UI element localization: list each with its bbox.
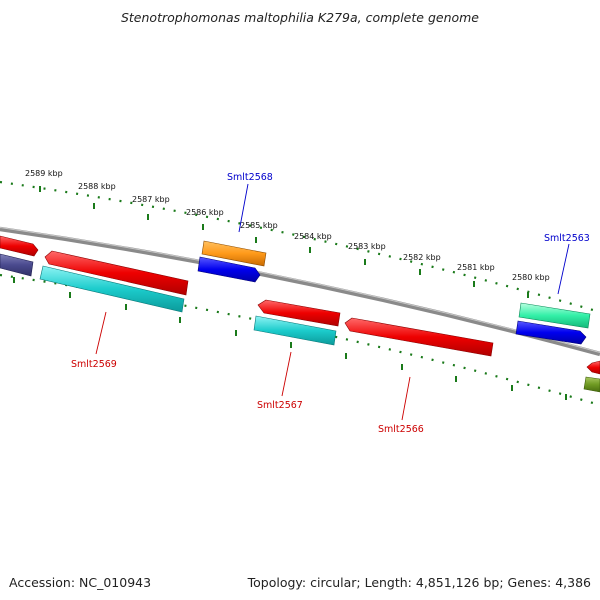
reverse-gene[interactable] xyxy=(515,320,587,345)
gene-label[interactable]: Smlt2566 xyxy=(378,424,424,435)
label-leader xyxy=(281,351,292,397)
label-leader xyxy=(401,376,411,421)
tick-label: 2582 kbp xyxy=(403,253,441,262)
gene-label[interactable]: Smlt2569 xyxy=(71,359,117,370)
tick-label: 2588 kbp xyxy=(78,182,116,191)
inner-major-ticks xyxy=(13,277,567,400)
tick-label: 2586 kbp xyxy=(186,208,224,217)
outer-tick-ring xyxy=(0,180,600,314)
forward-gene-smlt2566[interactable] xyxy=(344,317,494,357)
gene-label[interactable]: Smlt2568 xyxy=(227,172,273,183)
reverse-gene[interactable] xyxy=(583,376,600,393)
label-leader xyxy=(238,183,249,233)
gene-label[interactable]: Smlt2563 xyxy=(544,233,590,244)
tick-label: 2584 kbp xyxy=(294,232,332,241)
forward-gene[interactable] xyxy=(586,360,600,375)
outer-major-ticks xyxy=(39,186,529,298)
inner-tick-ring xyxy=(0,273,600,407)
topology-text: Topology: circular; Length: 4,851,126 bp… xyxy=(247,575,591,590)
genome-backbone xyxy=(0,226,600,357)
forward-gene-smlt2563[interactable] xyxy=(518,302,591,329)
reverse-gene[interactable] xyxy=(253,315,337,346)
tick-label: 2585 kbp xyxy=(240,221,278,230)
gene-label[interactable]: Smlt2567 xyxy=(257,400,303,411)
tick-label: 2580 kbp xyxy=(512,273,550,282)
forward-gene[interactable] xyxy=(44,250,189,296)
tick-label: 2583 kbp xyxy=(348,242,386,251)
tick-label: 2589 kbp xyxy=(25,169,63,178)
label-leader xyxy=(557,243,570,295)
tick-label: 2581 kbp xyxy=(457,263,495,272)
reverse-gene[interactable] xyxy=(197,256,261,283)
label-leader xyxy=(95,311,107,355)
reverse-gene[interactable] xyxy=(0,253,34,277)
forward-gene-smlt2567[interactable] xyxy=(257,299,341,327)
accession-text: Accession: NC_010943 xyxy=(9,575,152,590)
reverse-gene-smlt2569[interactable] xyxy=(39,265,185,313)
forward-gene[interactable] xyxy=(0,235,39,257)
map-title: Stenotrophomonas maltophilia K279a, comp… xyxy=(120,10,480,25)
forward-gene-smlt2568[interactable] xyxy=(201,240,267,267)
tick-label: 2587 kbp xyxy=(132,195,170,204)
